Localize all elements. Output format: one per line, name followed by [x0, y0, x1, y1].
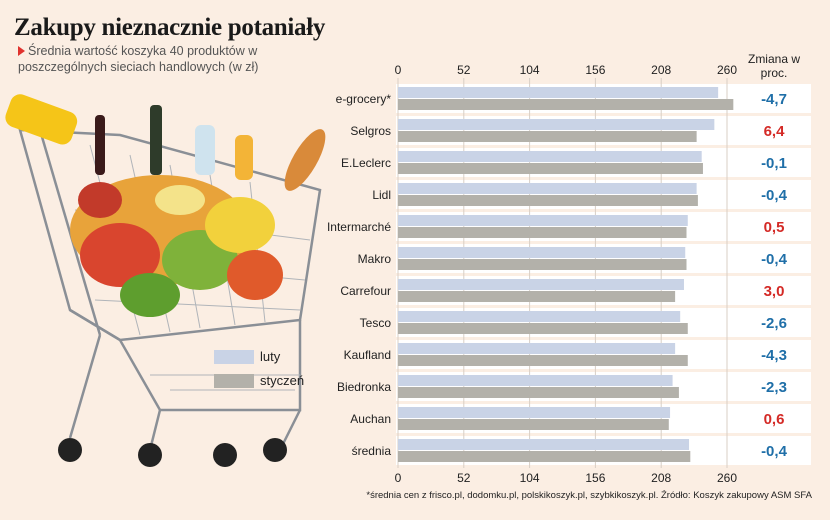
change-value: -0,4 [761, 443, 788, 460]
x-tick-label-bottom: 156 [585, 471, 605, 485]
category-label: Auchan [350, 412, 391, 426]
source-footnote: *średnia cen z frisco.pl, dodomku.pl, po… [366, 490, 812, 501]
red-triangle-icon [18, 46, 25, 56]
change-value: -2,3 [761, 379, 787, 396]
x-tick-label-bottom: 260 [717, 471, 737, 485]
bar-styczen [398, 259, 687, 270]
bar-luty [398, 279, 684, 290]
change-value: -4,7 [761, 91, 787, 108]
bar-luty [398, 247, 686, 258]
bar-styczen [398, 451, 691, 462]
x-tick-label-top: 104 [520, 63, 540, 77]
category-label: Selgros [350, 124, 391, 138]
chart-title: Zakupy nieznacznie potaniały [14, 14, 326, 41]
x-tick-label-top: 208 [651, 63, 671, 77]
x-tick-label-top: 52 [457, 63, 471, 77]
bar-luty [398, 407, 671, 418]
change-value: 6,4 [764, 123, 786, 140]
bar-luty [398, 151, 702, 162]
bar-luty [398, 311, 681, 322]
bar-styczen [398, 163, 703, 174]
bar-styczen [398, 323, 688, 334]
change-value: -0,1 [761, 155, 787, 172]
bar-styczen [398, 195, 698, 206]
legend-label: styczeń [260, 373, 305, 388]
change-value: -0,4 [761, 251, 788, 268]
bar-styczen [398, 291, 676, 302]
category-label: E.Leclerc [341, 156, 391, 170]
legend-label: luty [260, 349, 281, 364]
x-tick-label-bottom: 52 [457, 471, 471, 485]
bar-luty [398, 343, 676, 354]
category-label: Kaufland [344, 348, 391, 362]
bar-styczen [398, 227, 687, 238]
x-tick-label-bottom: 104 [520, 471, 540, 485]
change-value: -2,6 [761, 315, 787, 332]
chart-subtitle: Średnia wartość koszyka 40 produktów w p… [18, 43, 348, 75]
category-label: średnia [352, 444, 392, 458]
change-value: -0,4 [761, 187, 788, 204]
x-tick-label-bottom: 0 [395, 471, 402, 485]
shopping-cart-illustration [5, 94, 326, 467]
bar-styczen [398, 99, 734, 110]
bar-luty [398, 87, 719, 98]
change-value: 0,5 [764, 219, 785, 236]
bar-luty [398, 183, 697, 194]
bar-luty [398, 375, 673, 386]
bar-styczen [398, 355, 688, 366]
change-value: 0,6 [764, 411, 785, 428]
category-label: e-grocery* [336, 92, 392, 106]
bar-luty [398, 215, 688, 226]
bar-styczen [398, 419, 669, 430]
x-tick-label-bottom: 208 [651, 471, 671, 485]
x-tick-label-top: 0 [395, 63, 402, 77]
x-tick-label-top: 260 [717, 63, 737, 77]
bar-luty [398, 439, 690, 450]
change-value: -4,3 [761, 347, 787, 364]
legend-swatch-luty [214, 350, 254, 364]
change-column-header: Zmiana w proc. [747, 52, 800, 80]
category-label: Lidl [372, 188, 391, 202]
category-label: Intermarché [327, 220, 391, 234]
category-label: Makro [358, 252, 392, 266]
x-tick-label-top: 156 [585, 63, 605, 77]
bar-luty [398, 119, 715, 130]
category-label: Biedronka [337, 380, 391, 394]
subtitle-text: Średnia wartość koszyka 40 produktów w p… [18, 44, 259, 74]
category-label: Carrefour [340, 284, 391, 298]
bar-styczen [398, 131, 697, 142]
change-value: 3,0 [764, 283, 785, 300]
legend-swatch-styczen [214, 374, 254, 388]
category-label: Tesco [360, 316, 392, 330]
bar-styczen [398, 387, 679, 398]
